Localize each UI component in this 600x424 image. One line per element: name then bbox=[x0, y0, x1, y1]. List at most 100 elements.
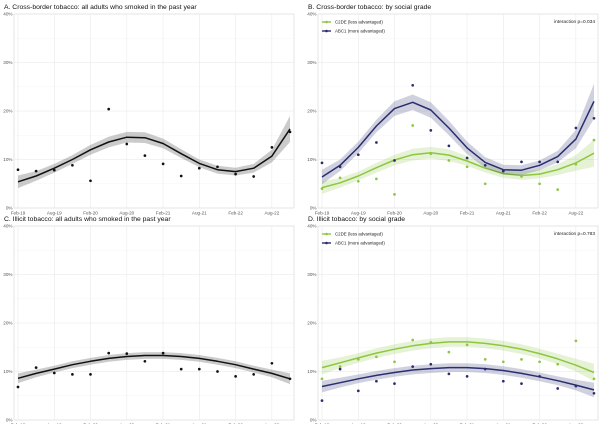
x-tick-label: Aug-19 bbox=[47, 423, 62, 424]
data-point bbox=[179, 174, 183, 178]
x-tick-label: Feb-19 bbox=[11, 423, 26, 424]
data-point bbox=[592, 391, 596, 395]
panel-c-title: C. Illicit tobacco: all adults who smoke… bbox=[4, 216, 171, 223]
y-tick-label: 30% bbox=[307, 272, 316, 277]
data-point bbox=[574, 384, 578, 388]
x-tick-label: Feb-20 bbox=[387, 211, 402, 216]
data-point bbox=[520, 382, 523, 385]
x-tick-label: Feb-21 bbox=[460, 423, 475, 424]
x-tick-label: Aug-22 bbox=[264, 211, 279, 216]
data-point bbox=[356, 179, 360, 183]
x-tick-label: Aug-21 bbox=[496, 423, 511, 424]
data-point bbox=[143, 154, 147, 157]
y-tick-label: 10% bbox=[307, 369, 316, 374]
x-tick-label: Aug-20 bbox=[119, 423, 134, 424]
legend-key-marker bbox=[325, 241, 328, 245]
data-point bbox=[288, 377, 292, 381]
legend-key-marker bbox=[325, 29, 328, 33]
data-point bbox=[320, 161, 324, 165]
data-point bbox=[288, 130, 292, 134]
data-point bbox=[16, 168, 20, 172]
x-tick-label: Feb-19 bbox=[315, 423, 330, 424]
data-point bbox=[411, 365, 415, 368]
x-tick-label: Aug-19 bbox=[351, 423, 366, 424]
data-point bbox=[574, 339, 578, 343]
data-point bbox=[375, 355, 378, 359]
data-point bbox=[320, 377, 324, 381]
x-tick-label: Aug-20 bbox=[423, 211, 438, 216]
fit-line-series-0 bbox=[17, 354, 291, 380]
data-point bbox=[465, 343, 469, 347]
data-point bbox=[411, 124, 415, 127]
x-tick-label: Feb-22 bbox=[228, 211, 243, 216]
x-tick-label: Aug-20 bbox=[423, 423, 438, 424]
data-point bbox=[107, 107, 111, 111]
legend-label: C2DE (less advantaged) bbox=[335, 20, 383, 25]
data-point bbox=[556, 362, 560, 366]
confidence-band-series-0 bbox=[322, 337, 594, 382]
data-point bbox=[375, 177, 378, 181]
confidence-band-series-1 bbox=[322, 363, 594, 398]
data-point bbox=[338, 176, 342, 180]
panel-d: D. Illicit tobacco: by social grade 0% 10… bbox=[307, 216, 599, 424]
x-tick-label: Aug-21 bbox=[496, 211, 511, 216]
y-tick-label: 40% bbox=[3, 12, 12, 17]
data-point bbox=[574, 126, 578, 130]
data-point bbox=[592, 377, 596, 381]
panel-b-title: B. Cross-border tobacco: by social grade bbox=[308, 4, 431, 11]
data-point bbox=[592, 116, 596, 120]
panel-d-title: D. Illicit tobacco: by social grade bbox=[308, 216, 405, 223]
data-point bbox=[161, 162, 165, 166]
y-tick-label: 20% bbox=[307, 321, 316, 326]
data-point bbox=[538, 160, 541, 164]
x-tick-label: Aug-21 bbox=[192, 423, 207, 424]
data-point bbox=[393, 159, 396, 162]
data-point bbox=[270, 146, 274, 149]
legend-label: ABC1 (more advantaged) bbox=[335, 29, 385, 34]
fit-line-series-1 bbox=[321, 366, 595, 391]
data-point bbox=[234, 375, 237, 378]
x-tick-label: Aug-21 bbox=[192, 211, 207, 216]
x-tick-label: Aug-22 bbox=[264, 423, 279, 424]
data-point bbox=[197, 166, 201, 170]
y-tick-label: 0% bbox=[6, 206, 13, 211]
confidence-band-series-1 bbox=[322, 83, 594, 185]
y-tick-label: 0% bbox=[310, 206, 317, 211]
y-tick-label: 10% bbox=[3, 157, 12, 162]
data-point bbox=[429, 341, 433, 344]
data-point bbox=[556, 188, 560, 191]
x-tick-label: Aug-22 bbox=[568, 423, 583, 424]
x-tick-label: Feb-19 bbox=[11, 211, 26, 216]
legend-label: ABC1 (more advantaged) bbox=[335, 241, 385, 246]
x-tick-label: Feb-22 bbox=[532, 211, 547, 216]
data-point bbox=[556, 160, 560, 164]
fit-line-series-0 bbox=[321, 341, 595, 374]
data-point bbox=[520, 175, 523, 178]
data-point bbox=[556, 387, 560, 390]
x-tick-label: Feb-20 bbox=[83, 423, 98, 424]
data-point bbox=[71, 373, 74, 376]
data-point bbox=[483, 358, 487, 361]
data-point bbox=[592, 138, 596, 142]
data-point bbox=[574, 162, 578, 166]
data-point bbox=[429, 362, 433, 366]
data-point bbox=[393, 360, 396, 364]
y-tick-label: 0% bbox=[6, 418, 13, 423]
panel-c: C. Illicit tobacco: all adults who smoke… bbox=[3, 216, 295, 424]
data-point bbox=[356, 153, 360, 157]
data-point bbox=[465, 375, 469, 378]
data-point bbox=[125, 142, 129, 146]
data-point bbox=[447, 144, 451, 148]
x-tick-label: Feb-22 bbox=[228, 423, 243, 424]
data-point bbox=[429, 152, 433, 156]
data-point bbox=[538, 360, 541, 364]
y-tick-label: 20% bbox=[3, 109, 12, 114]
data-point bbox=[356, 389, 360, 393]
x-tick-label: Aug-19 bbox=[47, 211, 62, 216]
data-point bbox=[465, 165, 469, 169]
data-point bbox=[320, 399, 324, 402]
data-point bbox=[447, 159, 451, 162]
data-point bbox=[179, 367, 183, 371]
data-point bbox=[338, 365, 342, 368]
x-tick-label: Feb-19 bbox=[315, 211, 330, 216]
